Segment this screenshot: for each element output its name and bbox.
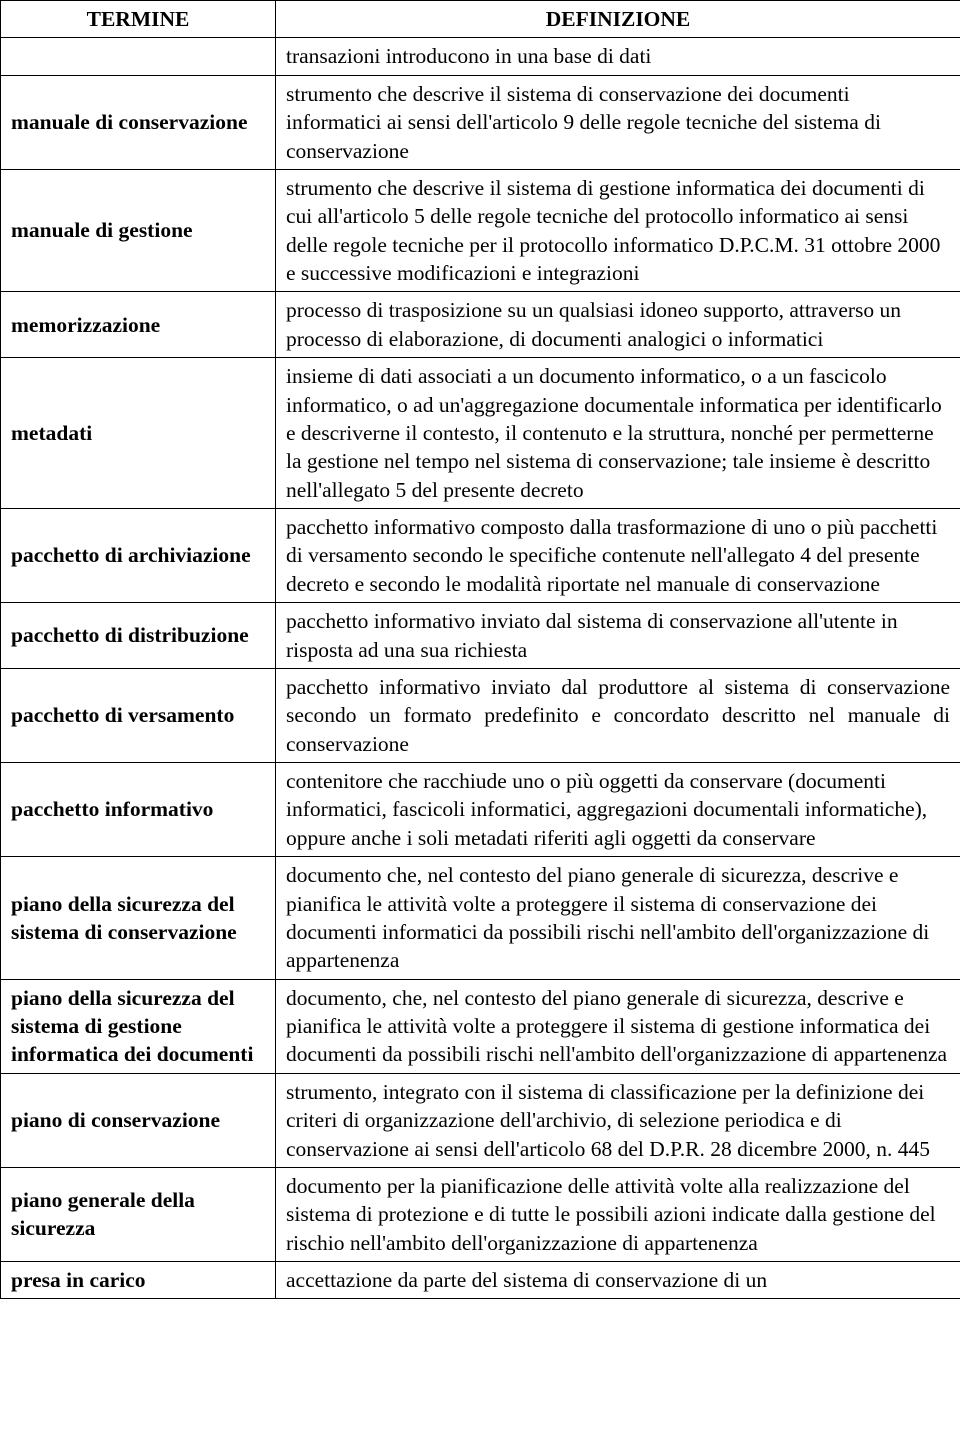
table-row: manuale di conservazionestrumento che de… [1, 75, 960, 169]
term-cell: presa in carico [1, 1262, 276, 1299]
definition-cell: pacchetto informativo inviato dal sistem… [276, 603, 960, 669]
table-body: transazioni introducono in una base di d… [1, 38, 960, 1299]
term-cell: piano della sicurezza del sistema di con… [1, 857, 276, 980]
definition-cell: strumento, integrato con il sistema di c… [276, 1073, 960, 1167]
header-term: TERMINE [1, 1, 276, 38]
definition-cell: documento che, nel contesto del piano ge… [276, 857, 960, 980]
term-cell [1, 38, 276, 75]
definition-cell: insieme di dati associati a un documento… [276, 358, 960, 509]
table-row: memorizzazioneprocesso di trasposizione … [1, 292, 960, 358]
table-row: piano di conservazionestrumento, integra… [1, 1073, 960, 1167]
definition-cell: contenitore che racchiude uno o più ogge… [276, 763, 960, 857]
term-cell: memorizzazione [1, 292, 276, 358]
term-cell: pacchetto informativo [1, 763, 276, 857]
table-row: piano della sicurezza del sistema di ges… [1, 979, 960, 1073]
table-row: presa in caricoaccettazione da parte del… [1, 1262, 960, 1299]
header-definition: DEFINIZIONE [276, 1, 960, 38]
term-cell: pacchetto di distribuzione [1, 603, 276, 669]
definition-cell: strumento che descrive il sistema di ges… [276, 169, 960, 292]
term-cell: metadati [1, 358, 276, 509]
term-cell: piano della sicurezza del sistema di ges… [1, 979, 276, 1073]
definition-cell: strumento che descrive il sistema di con… [276, 75, 960, 169]
table-row: metadatiinsieme di dati associati a un d… [1, 358, 960, 509]
table-header-row: TERMINE DEFINIZIONE [1, 1, 960, 38]
table-row: pacchetto di archiviazionepacchetto info… [1, 509, 960, 603]
definition-cell: processo di trasposizione su un qualsias… [276, 292, 960, 358]
definition-cell: pacchetto informativo inviato dal produt… [276, 668, 960, 762]
glossary-table: TERMINE DEFINIZIONE transazioni introduc… [0, 0, 960, 1299]
table-row: pacchetto di versamentopacchetto informa… [1, 668, 960, 762]
term-cell: pacchetto di versamento [1, 668, 276, 762]
table-row: manuale di gestionestrumento che descriv… [1, 169, 960, 292]
term-cell: piano di conservazione [1, 1073, 276, 1167]
term-cell: piano generale della sicurezza [1, 1167, 276, 1261]
term-cell: manuale di gestione [1, 169, 276, 292]
definition-cell: accettazione da parte del sistema di con… [276, 1262, 960, 1299]
term-cell: manuale di conservazione [1, 75, 276, 169]
table-row: piano generale della sicurezzadocumento … [1, 1167, 960, 1261]
definition-cell: documento per la pianificazione delle at… [276, 1167, 960, 1261]
table-row: pacchetto informativocontenitore che rac… [1, 763, 960, 857]
table-row: transazioni introducono in una base di d… [1, 38, 960, 75]
term-cell: pacchetto di archiviazione [1, 509, 276, 603]
table-row: piano della sicurezza del sistema di con… [1, 857, 960, 980]
definition-cell: pacchetto informativo composto dalla tra… [276, 509, 960, 603]
definition-cell: documento, che, nel contesto del piano g… [276, 979, 960, 1073]
definition-cell: transazioni introducono in una base di d… [276, 38, 960, 75]
table-row: pacchetto di distribuzionepacchetto info… [1, 603, 960, 669]
